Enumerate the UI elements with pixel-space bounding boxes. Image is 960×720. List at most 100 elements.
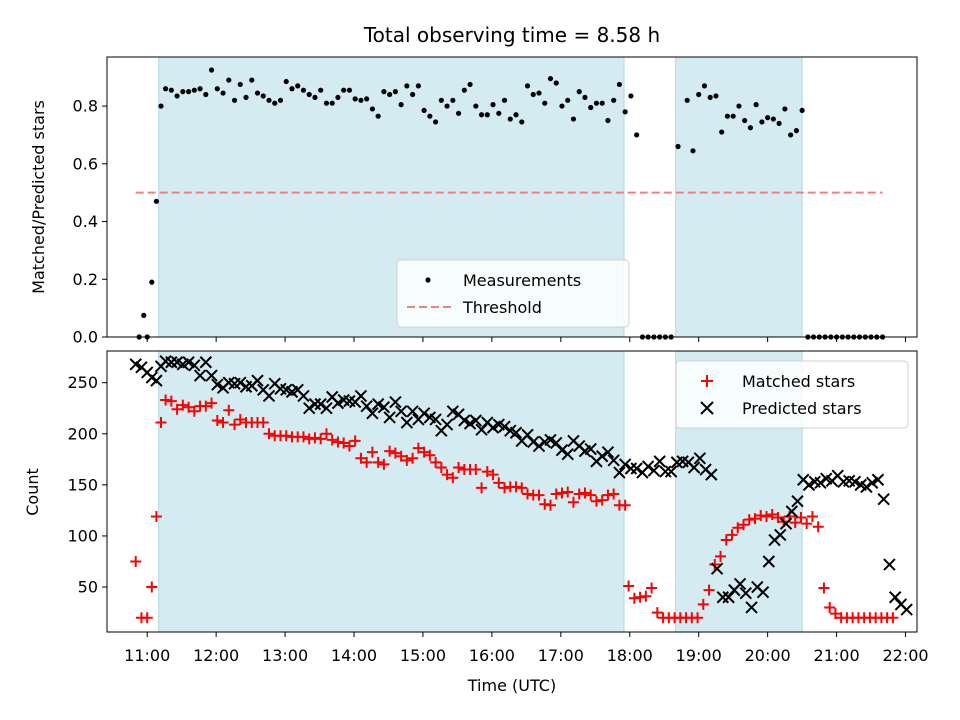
measurement-points — [136, 67, 886, 340]
measurement-point — [588, 104, 594, 111]
matched-star-point — [539, 498, 551, 510]
matched-star-point — [623, 580, 635, 592]
matched-star-point — [435, 461, 447, 473]
measurement-point — [570, 116, 577, 122]
matched-star-point — [887, 612, 899, 624]
predicted-star-point — [331, 396, 345, 410]
predicted-star-point — [234, 376, 247, 389]
matched-star-point — [188, 405, 200, 417]
predicted-star-point — [716, 591, 730, 604]
measurement-point — [542, 100, 548, 106]
measurement-point — [599, 100, 605, 106]
measurement-point — [747, 125, 754, 131]
matched-star-point — [726, 529, 738, 541]
predicted-star-point — [865, 476, 879, 490]
measurement-point — [375, 113, 381, 119]
measurement-point — [565, 97, 571, 103]
x-tick-label: 12:00 — [193, 646, 239, 665]
measurement-point — [185, 89, 192, 95]
measurement-point — [300, 87, 307, 93]
predicted-star-point — [601, 445, 615, 459]
predicted-star-point — [446, 405, 460, 418]
predicted-star-point — [630, 462, 643, 475]
measurement-point — [141, 312, 147, 318]
predicted-star-point — [262, 389, 276, 403]
matched-star-point — [510, 481, 522, 493]
predicted-star-point — [469, 414, 483, 427]
measurement-point — [467, 81, 473, 88]
matched-star-point — [407, 452, 419, 464]
matched-star-point — [130, 555, 142, 567]
measurement-point — [283, 78, 289, 85]
measurement-point — [776, 120, 782, 126]
predicted-star-point — [561, 447, 574, 461]
predicted-star-point — [555, 443, 569, 457]
matched-star-point — [217, 417, 229, 429]
measurement-point — [398, 102, 404, 108]
y-tick-label: 0.2 — [73, 270, 98, 289]
matched-star-point — [590, 495, 602, 507]
measurement-point — [553, 80, 559, 86]
matched-star-point — [720, 534, 732, 546]
measurement-point — [323, 100, 330, 106]
measurement-point — [628, 93, 634, 99]
matched-star-point — [320, 428, 332, 440]
matched-star-point — [533, 489, 545, 501]
measurement-point — [719, 129, 725, 135]
y-tick-label: 200 — [67, 424, 98, 443]
top-panel: 0.00.20.40.60.8 Matched/Predicted stars … — [29, 56, 918, 347]
matched-star-point — [766, 508, 778, 520]
predicted-star-point — [320, 402, 333, 415]
measurement-point — [289, 86, 295, 92]
measurement-point — [410, 91, 416, 98]
measurement-point — [724, 113, 731, 119]
predicted-star-point — [251, 374, 264, 387]
predicted-star-point — [664, 465, 678, 478]
matched-star-point — [738, 519, 750, 531]
matched-star-point — [183, 401, 195, 413]
predicted-star-point — [406, 405, 419, 418]
matched-star-point — [619, 499, 631, 511]
measurement-point — [501, 97, 508, 103]
measurement-point — [736, 103, 742, 109]
measurement-point — [260, 93, 266, 99]
measurement-point — [404, 83, 410, 89]
predicted-star-point — [733, 577, 747, 591]
matched-star-point — [703, 584, 715, 596]
matched-star-point — [257, 417, 269, 429]
predicted-star-point — [129, 358, 142, 371]
legend-predicted-marker — [700, 401, 714, 415]
matched-star-point — [211, 414, 223, 426]
predicted-star-point — [900, 603, 913, 616]
predicted-star-point — [762, 555, 775, 568]
predicted-star-point — [848, 475, 862, 489]
predicted-star-point — [377, 400, 391, 414]
matched-star-point — [567, 496, 579, 508]
matched-star-point — [453, 461, 465, 473]
measurement-point — [226, 77, 232, 83]
predicted-star-point — [417, 407, 431, 420]
measurement-point — [231, 97, 238, 103]
measurement-point — [243, 94, 249, 101]
measurement-point — [158, 103, 164, 109]
matched-star-point — [795, 512, 807, 524]
matched-star-point — [481, 466, 493, 478]
measurement-point — [690, 148, 696, 154]
measurement-point — [559, 103, 565, 109]
measurement-point — [295, 83, 301, 89]
predicted-star-point — [400, 416, 414, 429]
matched-star-point — [155, 417, 167, 429]
bottom-panel: 50 100 150 200 250 11:00 12:00 13:00 14:00 15:00… — [23, 350, 929, 695]
x-tick-label: 20:00 — [745, 646, 791, 665]
predicted-star-point — [509, 426, 523, 439]
predicted-star-point — [705, 468, 718, 481]
predicted-star-point — [193, 369, 207, 382]
matched-star-point — [697, 598, 709, 610]
legend-measurements-label: Measurements — [463, 271, 581, 290]
top-axes-frame — [106, 56, 918, 338]
matched-star-point — [234, 413, 246, 425]
matched-star-point — [743, 514, 755, 526]
measurement-point — [496, 110, 502, 116]
matched-star-point — [562, 486, 574, 498]
predicted-star-point — [498, 420, 511, 433]
